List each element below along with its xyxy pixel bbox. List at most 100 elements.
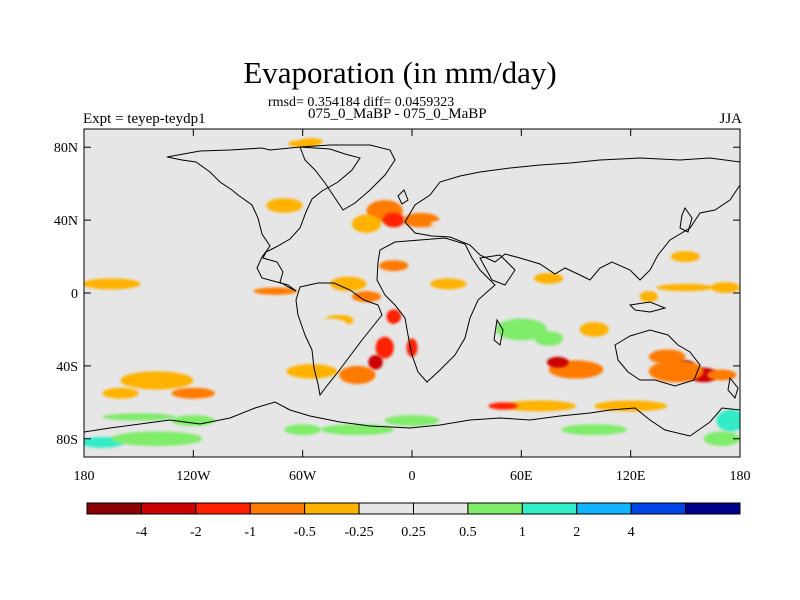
x-tick-label: 120E xyxy=(616,469,646,484)
colorbar-swatch xyxy=(140,502,197,515)
anomaly-region-72 xyxy=(716,409,740,432)
coastline-new-zealand xyxy=(727,376,739,400)
coastline-greenland xyxy=(299,144,396,211)
anomaly-region-32 xyxy=(311,318,349,334)
anomaly-region-3 xyxy=(266,198,303,213)
x-tick-label: 120W xyxy=(176,469,211,484)
anomaly-region-35 xyxy=(286,364,338,379)
y-tick-label: 80N xyxy=(54,141,78,156)
coastline-japan xyxy=(679,206,693,233)
anomaly-region-75 xyxy=(430,278,467,290)
colorbar-label: -0.5 xyxy=(294,525,316,540)
colorbar-swatch xyxy=(86,502,142,515)
anomaly-region-43 xyxy=(648,349,686,365)
colorbar-swatch xyxy=(467,502,523,515)
anomaly-region-49 xyxy=(698,342,728,354)
anomaly-region-17 xyxy=(663,214,708,226)
anomaly-region-77 xyxy=(503,265,540,277)
anomaly-region-63 xyxy=(284,424,321,436)
anomaly-region-18 xyxy=(288,139,318,148)
coastline-indonesia xyxy=(628,301,667,313)
anomaly-region-67 xyxy=(503,400,576,412)
x-axis: 180 120W 60W 0 60E 120E 180 xyxy=(74,129,751,484)
colorbar-swatch xyxy=(358,502,415,515)
anomaly-region-10 xyxy=(402,212,440,228)
anomaly-region-70 xyxy=(561,424,628,436)
anomaly-region-20 xyxy=(621,236,658,248)
y-tick-label: 80S xyxy=(56,433,78,448)
x-tick-label: 60W xyxy=(289,469,317,484)
anomaly-region-31 xyxy=(368,354,383,370)
coastline-antarctica xyxy=(84,401,740,457)
y-tick-label: 0 xyxy=(71,287,78,302)
anomaly-region-37 xyxy=(495,318,547,341)
colorbar-label: -1 xyxy=(244,525,256,540)
coastline-british-isles xyxy=(397,189,409,205)
coastline-south-america xyxy=(295,282,383,397)
y-tick-label: 40S xyxy=(56,360,78,375)
anomaly-region-62 xyxy=(238,418,294,430)
chart-subtitle: 075_0_MaBP - 075_0_MaBP xyxy=(308,106,487,122)
anomaly-region-38 xyxy=(534,331,564,346)
anomaly-region-33 xyxy=(202,322,276,337)
anomaly-region-12 xyxy=(430,218,522,230)
experiment-label: Expt = teyep-teydp1 xyxy=(83,111,206,127)
colorbar: -4 -2 -1 -0.5 -0.25 0.25 0.5 1 2 4 xyxy=(86,502,741,540)
colorbar-swatch xyxy=(195,502,251,515)
anomaly-region-76 xyxy=(470,294,500,310)
coastline-north-america xyxy=(166,146,361,292)
colorbar-swatch xyxy=(576,502,632,515)
colorbar-label: 0.5 xyxy=(459,525,477,540)
chart-title: Evaporation (in mm/day) xyxy=(243,55,557,90)
y-tick-label: 40N xyxy=(54,214,78,229)
anomaly-region-6 xyxy=(328,147,351,155)
anomaly-region-42 xyxy=(546,356,569,368)
coastline-africa xyxy=(376,237,496,383)
anomaly-region-56 xyxy=(84,420,121,432)
anomaly-region-36 xyxy=(339,365,376,385)
colorbar-swatch xyxy=(249,502,306,515)
anomaly-region-0 xyxy=(94,185,146,201)
coastline-australia xyxy=(614,329,701,387)
x-tick-label: 180 xyxy=(74,469,95,484)
anomaly-region-40 xyxy=(579,322,609,337)
colorbar-label: 4 xyxy=(628,525,635,540)
anomaly-region-69 xyxy=(594,400,668,412)
anomaly-region-61 xyxy=(111,431,203,447)
anomaly-region-27 xyxy=(386,309,402,324)
coastline-madagascar xyxy=(493,318,504,346)
anomaly-region-14 xyxy=(557,169,595,181)
y-axis: 80N 40N 0 40S 80S xyxy=(54,141,740,448)
anomaly-region-80 xyxy=(656,283,715,292)
anomaly-region-57 xyxy=(102,413,176,421)
x-tick-label: 60E xyxy=(510,469,533,484)
colorbar-swatch xyxy=(304,502,360,515)
anomaly-region-71 xyxy=(658,424,713,436)
anomaly-region-58 xyxy=(171,415,216,427)
anomaly-region-68 xyxy=(488,402,518,410)
x-tick-label: 180 xyxy=(730,469,751,484)
anomaly-region-34 xyxy=(206,364,309,386)
anomaly-region-39 xyxy=(579,303,646,319)
coastline-arabia xyxy=(479,254,516,286)
anomaly-region-8 xyxy=(351,214,382,233)
anomaly-region-78 xyxy=(534,272,564,284)
anomaly-region-64 xyxy=(320,424,394,436)
anomaly-region-11 xyxy=(419,200,442,212)
anomaly-region-15 xyxy=(659,178,711,197)
anomaly-region-21 xyxy=(84,278,141,290)
stats-line: rmsd= 0.354184 diff= 0.0459323 xyxy=(268,95,455,110)
season-label: JJA xyxy=(719,111,742,127)
x-tick-label: 0 xyxy=(409,469,416,484)
colorbar-swatch xyxy=(630,502,687,515)
anomaly-region-24 xyxy=(330,276,367,292)
anomaly-region-22 xyxy=(149,283,238,295)
anomaly-region-23 xyxy=(253,287,298,295)
colorbar-label: -2 xyxy=(190,525,202,540)
anomaly-region-47 xyxy=(707,369,737,381)
anomaly-region-2 xyxy=(229,221,259,237)
coastline-eurasia xyxy=(404,157,740,281)
anomaly-region-65 xyxy=(384,415,440,427)
colorbar-swatch xyxy=(521,502,578,515)
